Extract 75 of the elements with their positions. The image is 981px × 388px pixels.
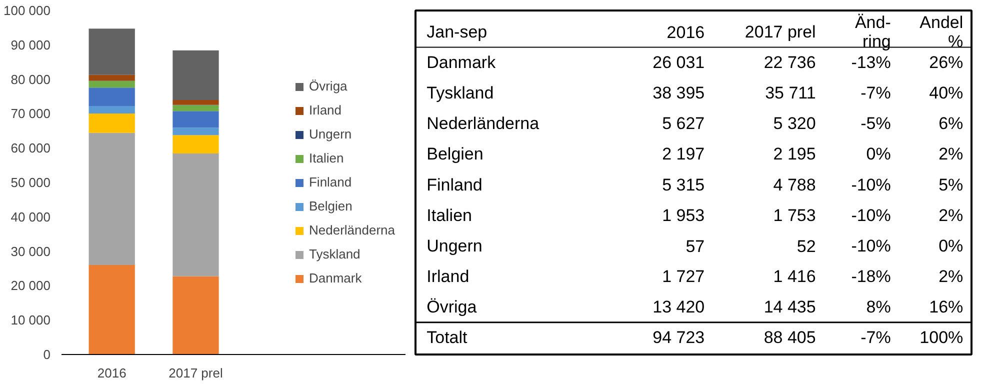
text: Danmark: [426, 52, 496, 72]
text: Jan-sep: [426, 22, 488, 42]
text: 2017 prel: [744, 22, 816, 42]
text: 1 727: [662, 267, 705, 286]
legend-label: Finland: [308, 174, 352, 190]
legend-label: Belgien: [308, 198, 352, 214]
text: 5 320: [773, 114, 816, 134]
text: 4 788: [773, 175, 816, 194]
text: Andel %: [920, 12, 964, 51]
text: 5%: [938, 175, 964, 194]
legend-label: Danmark: [308, 270, 362, 286]
text: 0%: [938, 236, 964, 256]
legend-label: Övriga: [308, 78, 348, 94]
text: 6%: [938, 114, 964, 134]
text: 2%: [938, 206, 964, 225]
text: -7%: [860, 84, 891, 103]
y-tick-label: 20 000: [10, 278, 51, 294]
y-tick-label: 90 000: [10, 37, 51, 52]
text: 94 723: [652, 328, 705, 348]
y-tick-label: 100 000: [4, 3, 51, 18]
text: 2 197: [662, 144, 705, 164]
text: 1 753: [773, 206, 816, 225]
text: 88 405: [764, 328, 816, 348]
text: 26 031: [652, 52, 705, 72]
text: -7%: [860, 328, 891, 348]
text: Änd- ring: [854, 12, 891, 51]
text: 26%: [929, 52, 964, 72]
text: 1 953: [662, 206, 705, 225]
text: -10%: [851, 206, 891, 225]
text: -10%: [851, 175, 891, 194]
y-tick-label: 80 000: [10, 72, 51, 87]
y-tick-label: 0: [43, 347, 51, 362]
text: 22 736: [764, 52, 816, 72]
text: 35 711: [765, 84, 816, 103]
y-tick-label: 70 000: [10, 106, 51, 122]
text: Tyskland: [426, 84, 494, 103]
text: -5%: [860, 114, 891, 134]
legend-label: Italien: [308, 150, 344, 166]
text: Totalt: [426, 328, 468, 348]
text: 2 195: [773, 144, 816, 164]
legend-label: Nederländerna: [308, 222, 395, 238]
legend-label: Ungern: [308, 126, 352, 142]
text: 8%: [866, 298, 891, 317]
text: 2%: [938, 267, 964, 286]
legend-label: Irland: [308, 102, 342, 118]
text: 38 395: [652, 84, 705, 103]
text: Nederländerna: [426, 114, 540, 134]
text: 100%: [920, 328, 964, 348]
text: Italien: [426, 206, 472, 225]
legend-label: Tyskland: [308, 246, 360, 262]
text: 16%: [929, 298, 964, 317]
text: 52: [796, 236, 816, 256]
y-tick-label: 50 000: [10, 175, 51, 190]
y-tick-label: 40 000: [10, 209, 51, 224]
text: 40%: [929, 84, 964, 103]
text: 57: [686, 236, 705, 256]
y-tick-label: 60 000: [10, 140, 51, 156]
text: -18%: [851, 267, 891, 286]
text: Finland: [426, 175, 482, 194]
text: 1 416: [773, 267, 816, 286]
text: 0%: [866, 144, 891, 164]
text: Ungern: [426, 236, 482, 256]
text: 2%: [938, 144, 964, 164]
text: 5 315: [662, 175, 705, 194]
text: 14 435: [764, 298, 816, 317]
text: 2016: [666, 22, 705, 42]
y-tick-label: 30 000: [10, 244, 51, 259]
text: Irland: [426, 267, 470, 286]
text: 13 420: [652, 298, 705, 317]
text: Övriga: [426, 298, 478, 317]
text: Belgien: [426, 144, 484, 164]
y-tick-label: 10 000: [10, 312, 51, 328]
text: -13%: [851, 52, 891, 72]
text: -10%: [851, 236, 891, 256]
text: 5 627: [662, 114, 705, 134]
